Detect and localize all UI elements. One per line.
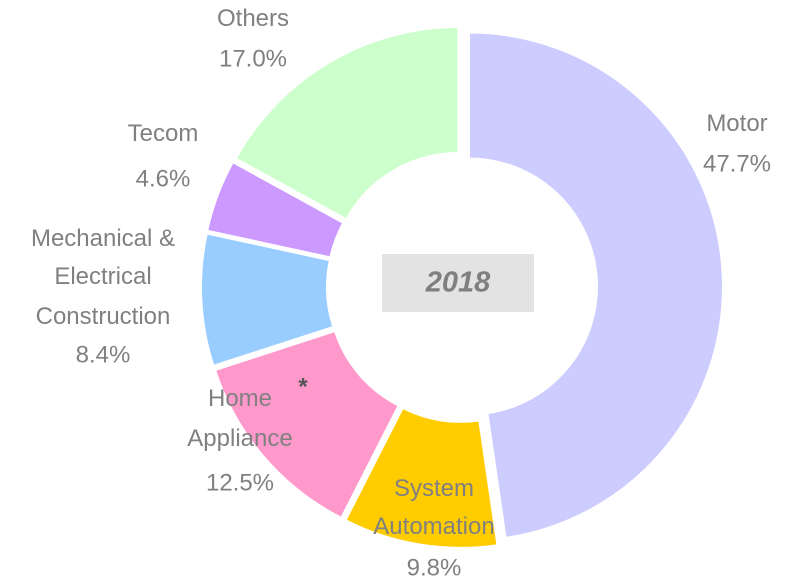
- value-label: 9.8%: [407, 554, 462, 581]
- value-label: 12.5%: [206, 469, 274, 496]
- category-label: Mechanical & Electrical Construction: [31, 225, 175, 330]
- donut-slice: [213, 329, 400, 520]
- category-label: Home Appliance: [187, 385, 292, 452]
- donut-slice: [467, 31, 724, 539]
- donut-slice: [234, 25, 460, 221]
- donut-slice: [200, 232, 335, 368]
- chart-title: 2018: [425, 267, 491, 299]
- category-label: Motor: [706, 110, 767, 137]
- donut-slice: [206, 160, 345, 259]
- category-label: Others: [217, 5, 289, 32]
- donut-slice: [344, 406, 499, 549]
- value-label: 47.7%: [703, 150, 771, 177]
- annotation: *: [298, 373, 308, 400]
- category-label: Tecom: [128, 120, 199, 147]
- value-label: 4.6%: [136, 165, 191, 192]
- value-label: 8.4%: [76, 341, 131, 368]
- category-label: System Automation: [373, 475, 494, 540]
- title-box: [382, 254, 534, 312]
- value-label: 17.0%: [219, 45, 287, 72]
